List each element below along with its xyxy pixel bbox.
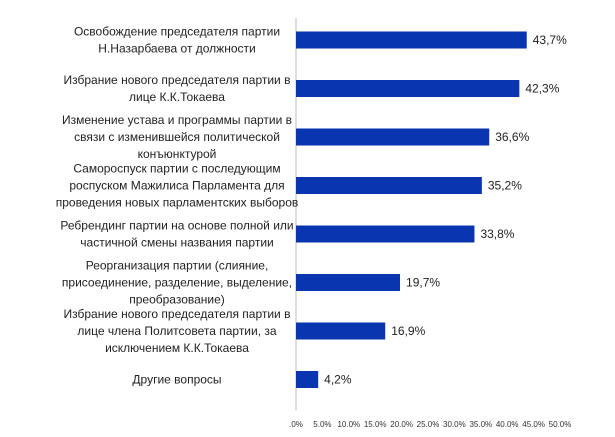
- bar-7: [296, 322, 386, 340]
- category-label-line: Изменение устава и программы партии в: [62, 113, 292, 127]
- value-labels-group: 43,7% 42,3% 36,6% 35,2% 33,8% 19,7% 16,9% 4,2%: [324, 33, 567, 387]
- category-label-line: лице К.К.Токаева: [129, 90, 225, 104]
- category-label-line: исключением К.К.Токаева: [105, 341, 249, 355]
- category-label-line: Ребрендинг партии на основе полной или: [60, 219, 293, 233]
- value-label-7: 16,9%: [391, 324, 425, 338]
- category-label-8: Другие вопросы: [132, 373, 221, 387]
- bar-2: [296, 80, 520, 97]
- category-label-1: Освобождение председателя партии Н.Назарб…: [74, 25, 280, 56]
- x-tick-label: 50.0%: [549, 420, 572, 429]
- x-tick-label: 25.0%: [417, 420, 440, 429]
- category-label-line: Избрание нового председателя партии в: [64, 73, 291, 87]
- category-label-line: Избрание нового председателя партии в: [64, 307, 291, 321]
- value-label-8: 4,2%: [324, 373, 352, 387]
- category-label-line: Другие вопросы: [132, 373, 221, 387]
- x-tick-label: .0%: [289, 420, 303, 429]
- category-label-5: Ребрендинг партии на основе полной или ча…: [60, 219, 293, 250]
- x-tick-label: 30.0%: [443, 420, 466, 429]
- category-label-7: Избрание нового председателя партии в лиц…: [64, 307, 291, 355]
- bar-1: [296, 31, 527, 49]
- category-label-line: присоединение, разделение, выделение,: [62, 276, 292, 290]
- bar-4: [296, 177, 482, 194]
- category-label-line: Реорганизация партии (слияние,: [86, 259, 269, 273]
- category-label-line: связи с изменившейся политической: [74, 130, 280, 144]
- x-tick-label: 10.0%: [337, 420, 360, 429]
- category-label-line: лице члена Политсовета партии, за: [77, 324, 276, 338]
- category-label-line: преобразование): [129, 293, 225, 307]
- x-tick-label: 5.0%: [313, 420, 331, 429]
- x-tick-label: 40.0%: [496, 420, 519, 429]
- bar-8: [296, 371, 319, 388]
- x-axis-ticks-group: .0% 5.0% 10.0% 15.0% 20.0% 25.0% 30.0% 35.0% 40.…: [289, 420, 571, 429]
- category-label-line: Н.Назарбаева от должности: [98, 42, 255, 56]
- value-label-3: 36,6%: [495, 130, 529, 144]
- category-label-6: Реорганизация партии (слияние, присоедине…: [62, 259, 292, 307]
- value-label-5: 33,8%: [480, 227, 514, 241]
- category-label-line: Освобождение председателя партии: [74, 25, 280, 39]
- x-tick-label: 45.0%: [522, 420, 545, 429]
- bar-5: [296, 225, 475, 243]
- bar-6: [296, 274, 401, 291]
- category-label-line: Самороспуск партии с последующим: [73, 162, 280, 176]
- category-label-line: частичной смены названия партии: [80, 236, 273, 250]
- value-label-2: 42,3%: [525, 82, 559, 96]
- value-label-1: 43,7%: [533, 33, 567, 47]
- category-label-4: Самороспуск партии с последующим роспуско…: [56, 162, 299, 210]
- category-label-3: Изменение устава и программы партии в свя…: [62, 113, 292, 161]
- category-label-line: роспуском Мажилиса Парламента для: [69, 179, 284, 193]
- bars-group: [295, 18, 527, 410]
- category-label-line: проведения новых парламентских выборов: [56, 196, 299, 210]
- category-labels-group: Освобождение председателя партии Н.Назарб…: [56, 25, 299, 387]
- value-label-6: 19,7%: [406, 276, 440, 290]
- category-label-line: конъюнктурой: [138, 147, 217, 161]
- x-tick-label: 20.0%: [390, 420, 413, 429]
- bar-3: [296, 128, 490, 146]
- category-label-2: Избрание нового председателя партии в лиц…: [64, 73, 291, 104]
- value-label-4: 35,2%: [488, 179, 522, 193]
- x-tick-label: 35.0%: [469, 420, 492, 429]
- x-tick-label: 15.0%: [364, 420, 387, 429]
